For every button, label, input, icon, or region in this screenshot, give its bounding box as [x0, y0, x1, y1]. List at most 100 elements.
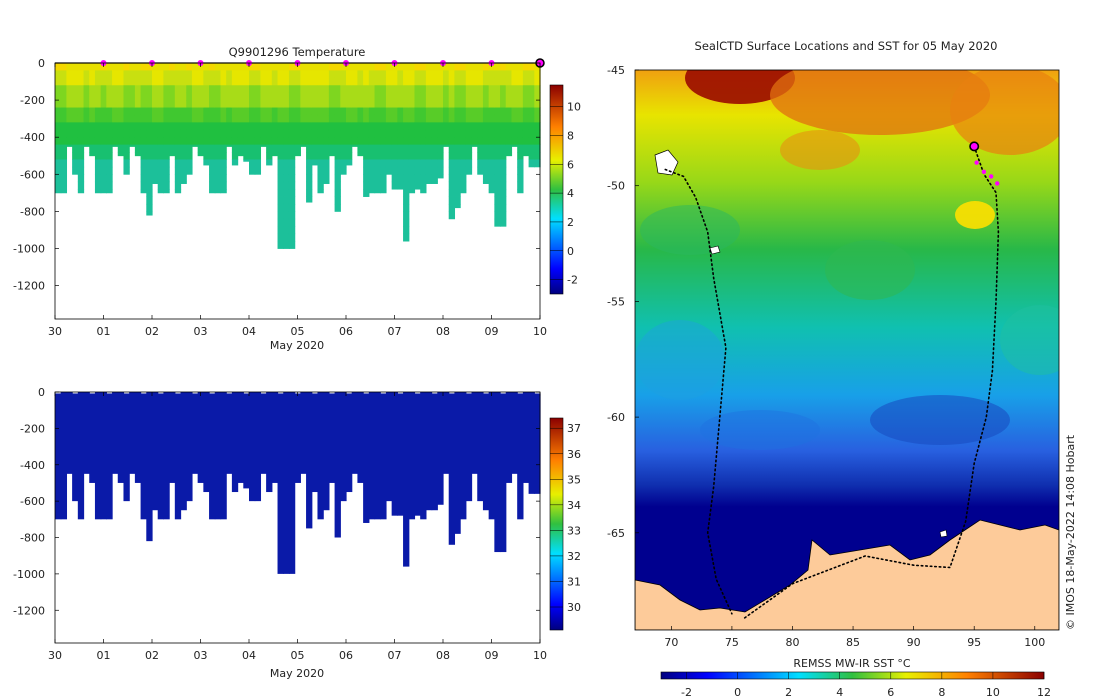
temperature-cell: [186, 129, 193, 138]
temperature-cell: [129, 77, 136, 86]
temperature-cell: [260, 122, 267, 131]
temperature-cell: [448, 77, 456, 86]
temperature-cell: [294, 92, 301, 101]
salinity-xlabel: May 2020: [270, 667, 324, 680]
temperature-cell: [494, 196, 501, 205]
temperature-cell: [169, 152, 176, 157]
temperature-cell: [169, 85, 176, 94]
temperature-cell: [237, 100, 244, 108]
temperature-cell: [180, 129, 187, 138]
temperature-cell: [288, 211, 296, 220]
temperature-cell: [152, 137, 159, 146]
temperature-cell: [66, 77, 73, 86]
temperature-cell: [437, 92, 444, 101]
map-y-axis: -45-50-55-60-65: [607, 64, 639, 540]
temperature-cell: [425, 174, 433, 183]
temperature-cell: [77, 174, 85, 183]
temperature-cell: [414, 122, 421, 131]
temperature-cells: [55, 63, 541, 249]
temperature-cell: [294, 114, 301, 123]
temperature-cell: [306, 114, 313, 123]
temperature-cell: [323, 137, 330, 146]
temperature-cell: [494, 211, 501, 220]
seal-tracks: [664, 141, 1000, 620]
temperature-cell: [266, 137, 273, 146]
temperature-cell: [60, 92, 68, 101]
temperature-cell: [397, 129, 404, 138]
temperature-cell: [146, 92, 153, 101]
temperature-cell: [112, 100, 119, 108]
recent-position-marker: [981, 169, 987, 175]
temperature-cell: [391, 129, 398, 138]
temperature-cell: [517, 166, 524, 175]
temperature-cell: [77, 166, 85, 175]
temperature-cell: [191, 77, 199, 86]
temperature-cell: [380, 122, 387, 131]
temperature-cell: [231, 107, 239, 116]
temperature-cell: [283, 233, 290, 242]
temperature-cell: [334, 70, 341, 79]
temperature-cell: [100, 181, 107, 190]
temperature-cell: [77, 92, 85, 101]
temperature-cell: [100, 85, 107, 94]
temperature-cell: [83, 100, 90, 108]
temperature-cell: [397, 92, 404, 101]
temperature-cell: [328, 92, 336, 101]
heard-island: [709, 245, 721, 255]
temperature-cell: [431, 129, 438, 138]
temperature-cell: [306, 144, 313, 153]
temperature-cell: [226, 137, 233, 146]
temperature-cell: [186, 77, 193, 86]
temperature-cell: [363, 107, 370, 116]
map-x-tick-label: 90: [907, 636, 921, 649]
temperature-cell: [77, 181, 85, 190]
temperature-cell: [408, 166, 416, 175]
temperature-cell: [385, 63, 393, 71]
temperature-cell: [522, 85, 530, 94]
temperature-cell: [363, 174, 370, 183]
temperature-cell: [106, 144, 113, 153]
temperature-cell: [197, 92, 204, 101]
temperature-cell: [157, 152, 165, 160]
temperature-cell: [454, 114, 461, 123]
temperature-cell: [328, 63, 336, 71]
temperature-cell: [174, 189, 182, 194]
temperature-cell: [323, 114, 330, 123]
temperature-cell: [323, 181, 330, 184]
temperature-cell: [94, 137, 102, 146]
temperature-cell: [443, 129, 450, 138]
temperature-cell: [197, 107, 204, 116]
temperature-cell: [334, 189, 341, 197]
temperature-cell: [140, 159, 147, 168]
temperature-cell: [163, 181, 170, 190]
temperature-cell: [431, 137, 438, 146]
temperature-cell: [220, 189, 227, 194]
temperature-cell: [380, 129, 387, 138]
sst-colorbar-tick-label: 4: [836, 686, 843, 699]
temperature-cell: [368, 100, 376, 108]
temperature-cell: [494, 85, 501, 94]
map-x-tick-label: 75: [725, 636, 739, 649]
temperature-cell: [214, 144, 222, 153]
temperature-cell: [77, 122, 85, 131]
temperature-cell: [186, 152, 193, 160]
temperature-cell: [66, 114, 73, 123]
temperature-cell: [368, 152, 376, 160]
temperature-cell: [112, 92, 119, 101]
temperature-cell: [89, 77, 96, 86]
temperature-cell: [283, 77, 290, 86]
temperature-cell: [220, 85, 227, 94]
temperature-cell: [277, 233, 284, 242]
salinity-cell: [471, 392, 478, 474]
temperature-cell: [254, 100, 262, 108]
temperature-cell: [83, 77, 90, 86]
x-tick-label: 03: [194, 649, 208, 662]
temperature-cell: [477, 92, 484, 101]
salinity-cell: [323, 392, 330, 511]
temperature-cell: [346, 129, 353, 138]
temperature-cell: [197, 85, 204, 94]
temperature-cell: [186, 159, 193, 168]
temperature-cell: [117, 63, 125, 71]
temperature-cell: [460, 100, 467, 108]
temperature-cell: [55, 114, 62, 123]
